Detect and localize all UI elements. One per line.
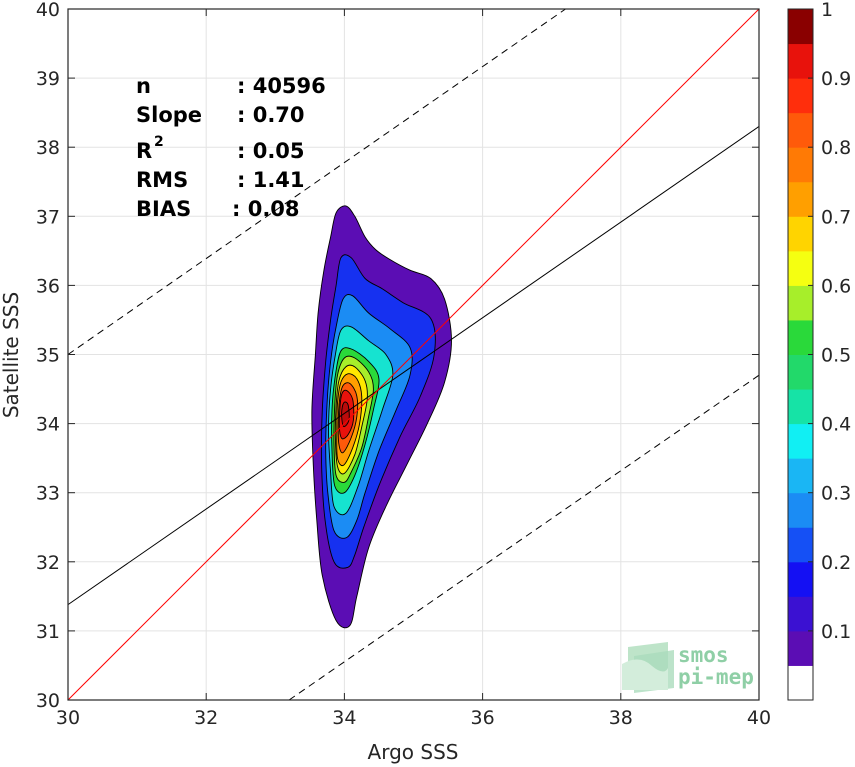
y-tick-label-5: 35	[36, 345, 60, 367]
x-axis-label: Argo SSS	[368, 740, 459, 764]
colorbar-band-10	[788, 319, 813, 355]
colorbar-band-6	[788, 458, 813, 494]
colorbar-band-1	[788, 630, 813, 666]
axis-ticks: 30 32 34 36 38 40 30 31 32 33 34 35 36 37 38 39 40	[36, 0, 771, 729]
stat-value-rms: : 1.41	[237, 168, 305, 192]
colorbar-tick-label-0: 0.1	[821, 621, 851, 643]
statistics-box: n : 40596 Slope : 0.70 R 2 : 0.05 RMS : …	[136, 74, 326, 221]
colorbar-band-18	[788, 43, 813, 79]
colorbar-band-3	[788, 561, 813, 597]
reference-lines	[67, 8, 760, 701]
colorbar-ticks: 0.1 0.2 0.3 0.4 0.5 0.6 0.7 0.8 0.9 1	[808, 0, 851, 643]
x-tick-label-1: 32	[194, 707, 218, 729]
y-axis-label: Satellite SSS	[0, 292, 23, 418]
colorbar	[788, 9, 813, 701]
colorbar-band-0	[788, 665, 813, 701]
colorbar-band-15	[788, 147, 813, 183]
colorbar-band-7	[788, 423, 813, 459]
colorbar-band-14	[788, 181, 813, 217]
colorbar-band-12	[788, 250, 813, 286]
y-tick-label-8: 38	[36, 137, 60, 159]
y-tick-label-4: 34	[36, 414, 60, 436]
stat-label-bias: BIAS	[136, 197, 191, 221]
colorbar-band-19	[788, 9, 813, 45]
colorbar-band-4	[788, 527, 813, 563]
y-tick-label-1: 31	[36, 621, 60, 643]
colorbar-band-5	[788, 492, 813, 528]
colorbar-tick-label-5: 0.6	[821, 275, 851, 297]
colorbar-tick-label-9: 1	[821, 0, 833, 21]
colorbar-tick-label-2: 0.3	[821, 483, 851, 505]
colorbar-band-2	[788, 596, 813, 632]
stat-value-n: : 40596	[237, 74, 326, 98]
y-tick-label-10: 40	[36, 0, 60, 21]
logo-text-smos: smos	[678, 643, 729, 667]
colorbar-tick-label-3: 0.4	[821, 414, 851, 436]
stat-value-slope: : 0.70	[237, 103, 305, 127]
colorbar-tick-label-1: 0.2	[821, 552, 851, 574]
colorbar-band-16	[788, 112, 813, 148]
y-tick-label-2: 32	[36, 552, 60, 574]
y-tick-label-3: 33	[36, 483, 60, 505]
x-tick-label-5: 40	[747, 707, 771, 729]
regression-line	[67, 126, 760, 606]
colorbar-band-17	[788, 78, 813, 114]
colorbar-tick-label-4: 0.5	[821, 345, 851, 367]
colorbar-tick-label-7: 0.8	[821, 137, 851, 159]
x-tick-label-0: 30	[56, 707, 80, 729]
stat-label-slope: Slope	[136, 103, 202, 127]
colorbar-band-9	[788, 354, 813, 390]
colorbar-band-8	[788, 389, 813, 425]
x-tick-label-3: 36	[471, 707, 495, 729]
stat-label-n: n	[136, 74, 151, 98]
density-contours	[311, 205, 452, 629]
x-tick-label-2: 34	[332, 707, 356, 729]
x-tick-label-4: 38	[609, 707, 633, 729]
y-tick-label-0: 30	[36, 690, 60, 712]
smos-pi-mep-logo: smos pi-mep	[622, 642, 754, 693]
colorbar-band-13	[788, 216, 813, 252]
upper-bound-dashed-line	[67, 8, 566, 355]
colorbar-frame	[787, 8, 814, 701]
stat-label-rms: RMS	[136, 168, 188, 192]
stat-label-r2-superscript: 2	[154, 134, 164, 150]
colorbar-tick-label-6: 0.7	[821, 206, 851, 228]
wave-layers-icon	[622, 642, 674, 693]
identity-line	[67, 8, 760, 701]
y-tick-label-9: 39	[36, 68, 60, 90]
y-tick-label-6: 36	[36, 275, 60, 297]
plot-frame	[67, 8, 760, 701]
colorbar-tick-label-8: 0.9	[821, 68, 851, 90]
stat-value-r2: : 0.05	[237, 139, 305, 163]
logo-text-pimep: pi-mep	[678, 665, 754, 689]
stat-label-r2: R	[136, 139, 152, 163]
stat-value-bias: : 0.08	[232, 197, 300, 221]
colorbar-band-11	[788, 285, 813, 321]
y-tick-label-7: 37	[36, 206, 60, 228]
